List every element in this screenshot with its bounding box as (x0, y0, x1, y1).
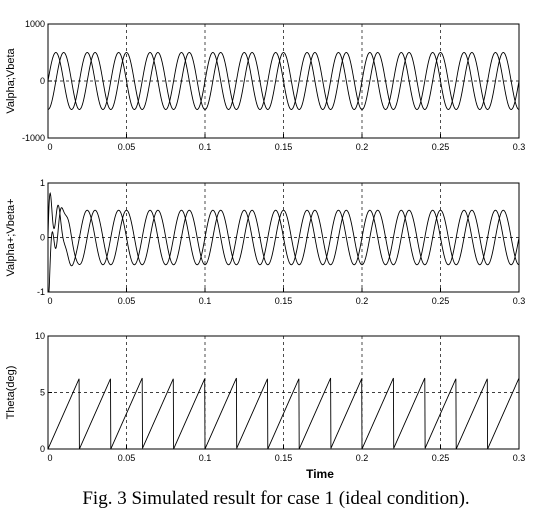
y-axis-label: Theta(deg) (5, 366, 17, 420)
x-tick-label: 0.25 (432, 142, 450, 152)
x-tick-label: 0 (47, 296, 52, 306)
x-tick-label: 0.15 (275, 142, 293, 152)
y-tick-label: 5 (40, 388, 45, 398)
x-tick-label: 0.3 (513, 296, 526, 306)
x-tick-label: 0.3 (513, 453, 526, 463)
x-tick-label: 0.15 (275, 453, 293, 463)
y-axis-label: Valpha;Vbeta (5, 48, 17, 114)
series-line-1 (47, 192, 520, 267)
y-tick-label: 0 (40, 444, 45, 454)
y-tick-label: 1 (40, 178, 45, 188)
x-tick-label: 0.05 (118, 296, 136, 306)
y-tick-label: 10 (35, 331, 45, 341)
series-line-1 (47, 52, 520, 110)
y-axis-label: Valpha+;Vbeta+ (5, 198, 17, 276)
x-tick-label: 0.05 (118, 142, 136, 152)
series-line-2 (48, 207, 520, 293)
x-axis-label: Time (306, 467, 334, 481)
y-tick-label: -1 (37, 287, 45, 297)
x-tick-label: 0 (47, 453, 52, 463)
series-line-1 (47, 377, 520, 450)
x-tick-label: 0.05 (118, 453, 136, 463)
x-tick-label: 0.15 (275, 296, 293, 306)
x-tick-label: 0 (47, 142, 52, 152)
x-tick-label: 0.2 (356, 453, 369, 463)
x-tick-label: 0.1 (199, 296, 212, 306)
x-tick-label: 0.2 (356, 296, 369, 306)
panel-1: 0 0.05 0.1 0.15 0.2 0.25 0.310000-1000Valpha;V… (5, 19, 525, 152)
x-tick-label: 0.1 (199, 453, 212, 463)
x-tick-label: 0.1 (199, 142, 212, 152)
y-tick-label: 0 (40, 76, 45, 86)
x-tick-label: 0.2 (356, 142, 369, 152)
x-tick-label: 0.3 (513, 142, 526, 152)
y-tick-label: -1000 (22, 133, 45, 143)
x-tick-label: 0.25 (432, 296, 450, 306)
y-tick-label: 0 (40, 233, 45, 243)
panel-3: 0 0.05 0.1 0.15 0.2 0.25 0.3 10 5 0 Theta(deg) (5, 331, 525, 463)
series-line-2 (47, 52, 520, 110)
x-tick-label: 0.25 (432, 453, 450, 463)
y-tick-label: 1000 (25, 19, 45, 29)
figure-caption: Fig. 3 Simulated result for case 1 (idea… (82, 488, 470, 509)
